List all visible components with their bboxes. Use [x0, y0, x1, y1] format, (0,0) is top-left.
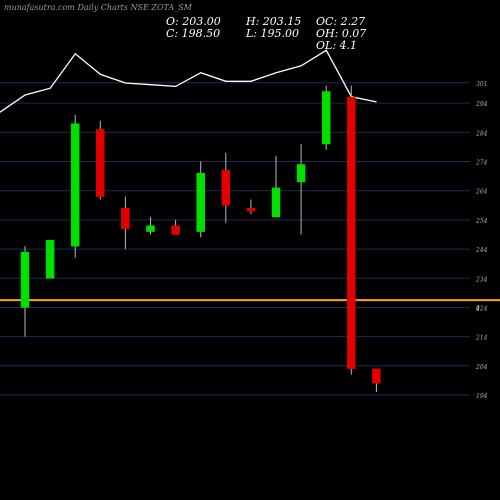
ohlc-high: H: 203.15: [246, 15, 302, 28]
y-tick-label: 244: [475, 247, 488, 254]
y-tick-label: 224: [475, 305, 488, 312]
y-tick-label: 194: [476, 393, 488, 400]
candle-body: [221, 170, 231, 206]
y-tick-label: 301: [476, 81, 487, 88]
candle: [70, 114, 80, 258]
y-tick-label: 264: [475, 189, 488, 196]
y-tick-label: 294: [475, 101, 488, 108]
candle-body: [372, 368, 381, 384]
candle: [171, 219, 180, 235]
highlight-level-label: 4: [475, 305, 480, 312]
candle: [221, 152, 231, 223]
candle: [271, 155, 281, 218]
candle: [246, 199, 256, 215]
y-tick-label: 214: [475, 335, 488, 342]
candle: [321, 85, 331, 150]
candle-body: [271, 187, 281, 218]
ohlc-close: C: 198.50: [166, 27, 221, 40]
candle: [296, 144, 306, 235]
candle: [372, 368, 381, 393]
candle: [347, 85, 356, 375]
title-text: Daily Charts NSE ZOTA_SM: [77, 3, 192, 12]
highlight-level-layer: 4: [0, 299, 500, 312]
candle-body: [121, 207, 130, 229]
candle-body: [96, 129, 105, 197]
candle: [96, 120, 105, 200]
volume-line-layer: [0, 49, 377, 113]
y-tick-label: 284: [475, 130, 488, 137]
candle-body: [246, 207, 256, 212]
chart-title: munafasutra.com Daily Charts NSE ZOTA_SM: [4, 3, 192, 12]
ohlc-open: O: 203.00: [166, 15, 221, 28]
candle-body: [146, 225, 155, 232]
candle-body: [20, 251, 30, 308]
candle: [20, 246, 30, 337]
candle: [146, 216, 155, 235]
candle-body: [45, 240, 55, 279]
candle-body: [296, 164, 306, 183]
watermark-text: munafasutra.com: [4, 3, 75, 12]
volume-line: [0, 49, 377, 113]
y-tick-label: 204: [475, 364, 488, 371]
candle-body: [321, 91, 331, 145]
y-tick-label: 234: [475, 276, 488, 283]
y-tick-label: 274: [475, 160, 488, 167]
candle: [121, 196, 130, 250]
candle-body: [196, 172, 205, 232]
ohlc-oh: OH: 0.07: [316, 27, 367, 40]
y-tick-label: 254: [475, 218, 488, 225]
ohlc-change: OC: 2.27: [316, 15, 366, 28]
candle-body: [347, 97, 356, 369]
candle: [45, 240, 55, 279]
ohlc-ol: OL: 4.1: [316, 39, 358, 52]
candle-body: [70, 123, 80, 247]
ohlc-low: L: 195.00: [246, 27, 299, 40]
candle-layer: [20, 85, 381, 393]
candle-body: [171, 225, 180, 235]
candle: [196, 161, 205, 238]
y-axis-layer: 301 294 284 274 264 254 244 234 224 214 204 194: [475, 81, 488, 400]
